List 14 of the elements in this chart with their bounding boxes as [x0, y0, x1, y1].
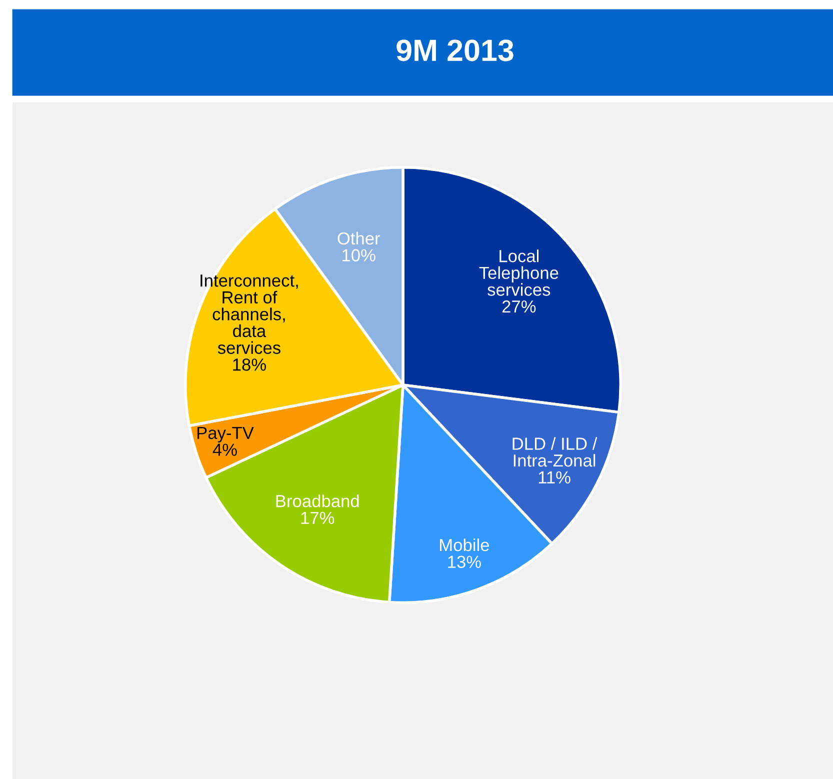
slice-label: Other [338, 232, 380, 245]
slice-label: Broadband [276, 494, 359, 508]
slice-label: Local Telephone services [479, 249, 558, 296]
data-label: 10% [342, 249, 376, 262]
data-label: 27% [502, 300, 536, 313]
slice-label: DLD / ILD / Intra-Zonal [512, 437, 598, 467]
slice-label: Pay-TV [197, 426, 254, 443]
data-label: 18% [233, 358, 266, 371]
data-label: 4% [212, 444, 237, 456]
chart-title: 9M 2013 [396, 40, 514, 62]
data-label: 13% [448, 556, 481, 568]
data-label: 17% [301, 512, 334, 524]
data-label: 11% [538, 471, 570, 484]
slice-label: Mobile [440, 538, 489, 552]
